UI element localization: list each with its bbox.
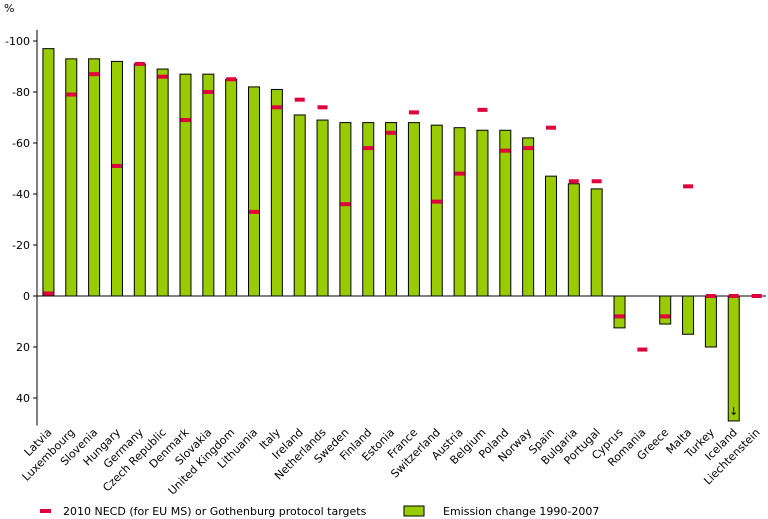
target-marker bbox=[500, 148, 511, 153]
target-marker bbox=[89, 72, 100, 77]
bar bbox=[430, 124, 443, 297]
bars: ↓ bbox=[42, 48, 740, 422]
target-marker bbox=[431, 199, 442, 204]
bar bbox=[133, 63, 146, 297]
target-marker bbox=[705, 294, 716, 298]
y-tick-label: -20 bbox=[12, 239, 30, 252]
target-markers bbox=[43, 61, 762, 352]
bar bbox=[704, 295, 717, 348]
target-marker bbox=[728, 294, 739, 298]
target-marker bbox=[454, 171, 465, 176]
target-marker bbox=[363, 146, 374, 151]
bar bbox=[499, 129, 512, 297]
bar bbox=[202, 73, 215, 297]
y-tick-label: -100 bbox=[5, 35, 30, 48]
bar bbox=[248, 86, 261, 297]
target-marker bbox=[340, 202, 351, 207]
bar bbox=[727, 295, 740, 422]
target-marker bbox=[637, 347, 648, 352]
target-marker bbox=[317, 105, 328, 110]
target-marker bbox=[43, 291, 54, 296]
target-marker bbox=[523, 146, 534, 151]
y-axis-label: % bbox=[4, 2, 14, 15]
bar bbox=[682, 295, 695, 335]
target-marker bbox=[408, 110, 419, 115]
bar bbox=[453, 127, 466, 297]
bar bbox=[42, 48, 55, 297]
target-marker bbox=[683, 184, 694, 189]
target-marker bbox=[591, 179, 602, 184]
bar bbox=[339, 122, 352, 297]
target-marker bbox=[157, 74, 168, 79]
y-tick-label: 0 bbox=[23, 290, 30, 303]
target-marker bbox=[568, 179, 579, 184]
bar bbox=[567, 183, 580, 297]
legend: 2010 NECD (for EU MS) or Gothenburg prot… bbox=[40, 505, 599, 518]
bar bbox=[316, 119, 329, 297]
annotation-arrow: ↓ bbox=[729, 405, 738, 418]
bar bbox=[110, 60, 123, 297]
target-marker bbox=[249, 209, 260, 214]
target-marker bbox=[66, 92, 77, 97]
target-marker bbox=[294, 97, 305, 102]
bar bbox=[659, 295, 672, 325]
bar bbox=[225, 78, 238, 297]
bar bbox=[156, 68, 169, 297]
legend-label-emission: Emission change 1990-2007 bbox=[443, 505, 599, 518]
target-marker bbox=[226, 77, 237, 82]
y-tick-label: -40 bbox=[12, 188, 30, 201]
bar bbox=[293, 114, 306, 297]
target-marker bbox=[203, 90, 214, 94]
y-axis: -100 -80 -60 -40 -20 0 20 40 bbox=[5, 35, 37, 405]
legend-swatch-emission bbox=[403, 505, 425, 517]
y-tick-label: -60 bbox=[12, 137, 30, 150]
legend-swatch-target bbox=[40, 509, 51, 513]
bar bbox=[590, 188, 603, 297]
y-tick-label: 40 bbox=[16, 392, 30, 405]
y-tick-label: -80 bbox=[12, 86, 30, 99]
target-marker bbox=[180, 118, 191, 123]
bar bbox=[270, 88, 283, 297]
legend-label-target: 2010 NECD (for EU MS) or Gothenburg prot… bbox=[63, 505, 367, 518]
bar bbox=[544, 175, 557, 297]
bar bbox=[385, 122, 398, 297]
target-marker bbox=[545, 125, 556, 130]
bar bbox=[522, 137, 535, 297]
target-marker bbox=[111, 163, 122, 168]
bar bbox=[407, 122, 420, 297]
bar bbox=[476, 129, 489, 297]
target-marker bbox=[134, 61, 145, 66]
bar bbox=[88, 58, 101, 297]
target-marker bbox=[271, 105, 282, 110]
y-tick-label: 20 bbox=[16, 341, 30, 354]
category-labels: LatviaLuxembourgSloveniaHungaryGermanyCz… bbox=[20, 425, 763, 497]
target-marker bbox=[386, 130, 397, 135]
target-marker bbox=[751, 294, 762, 298]
bar bbox=[179, 73, 192, 297]
target-marker bbox=[660, 314, 671, 319]
target-marker bbox=[614, 314, 625, 319]
bar bbox=[613, 295, 626, 329]
target-marker bbox=[477, 107, 488, 112]
